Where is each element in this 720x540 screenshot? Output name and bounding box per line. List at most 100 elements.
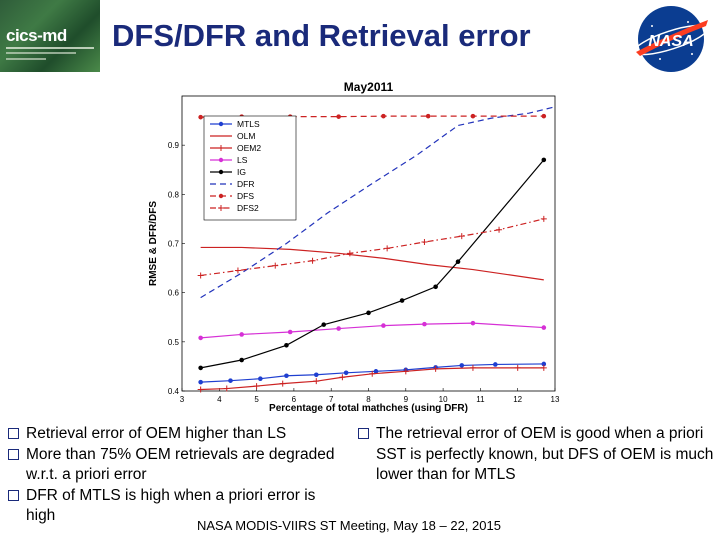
data-point-dfs2 xyxy=(234,267,241,274)
y-tick-label: 0.8 xyxy=(168,190,180,199)
data-point-dfs2 xyxy=(197,272,204,279)
x-tick-label: 13 xyxy=(551,395,560,404)
legend-marker xyxy=(218,205,224,211)
legend-label: OLM xyxy=(237,131,255,141)
chart-title: May2011 xyxy=(344,80,394,94)
data-point-mtls xyxy=(198,379,203,385)
data-point-dfs2 xyxy=(421,239,428,246)
logo-subtext-line xyxy=(6,58,46,60)
data-point-ls xyxy=(239,332,244,337)
y-tick-label: 0.5 xyxy=(168,338,180,347)
bullet-list-right: The retrieval error of OEM is good when … xyxy=(358,424,718,486)
data-point-oem2 xyxy=(197,386,204,393)
legend-label: OEM2 xyxy=(237,143,261,153)
data-point-oem2 xyxy=(279,380,286,387)
legend-marker xyxy=(218,145,224,151)
bullet-right-text: The retrieval error of OEM is good when … xyxy=(376,425,714,483)
legend-label: DFS2 xyxy=(237,203,259,213)
data-point-oem2 xyxy=(369,370,376,377)
x-tick-label: 7 xyxy=(329,395,334,404)
data-point-dfs2 xyxy=(384,245,391,252)
slide-title: DFS/DFR and Retrieval error xyxy=(112,18,531,53)
legend-label: LS xyxy=(237,155,248,165)
data-point-ls xyxy=(541,325,547,330)
data-point-mtls xyxy=(258,376,263,382)
legend-label: MTLS xyxy=(237,119,260,129)
data-point-dfs2 xyxy=(540,215,547,222)
data-point-ig xyxy=(433,284,438,290)
data-point-ig xyxy=(541,157,547,163)
data-point-dfs xyxy=(541,113,547,119)
data-point-ls xyxy=(198,335,203,341)
data-point-ig xyxy=(399,298,405,303)
data-point-ig xyxy=(284,342,289,348)
data-point-oem2 xyxy=(540,364,547,371)
bullet-left-item: More than 75% OEM retrievals are degrade… xyxy=(8,445,348,486)
cics-md-logo-text: cics-md xyxy=(6,26,67,45)
x-tick-label: 12 xyxy=(513,395,522,404)
data-point-oem2 xyxy=(313,378,320,385)
data-point-oem2 xyxy=(469,364,476,371)
data-point-ig xyxy=(198,365,203,371)
checkbox-bullet-icon xyxy=(8,428,19,439)
data-point-oem2 xyxy=(253,383,260,390)
data-point-mtls xyxy=(313,372,319,378)
y-axis-label: RMSE & DFR/DFS xyxy=(148,201,159,286)
y-tick-label: 0.7 xyxy=(168,240,180,249)
x-tick-label: 10 xyxy=(439,395,448,404)
legend-label: DFR xyxy=(237,179,254,189)
logo-subtext-line xyxy=(6,52,76,54)
x-tick-label: 9 xyxy=(404,395,409,404)
series-line-mtls xyxy=(200,363,544,383)
series-line-oem2 xyxy=(200,367,544,391)
nasa-logo: NASA xyxy=(634,6,708,72)
cics-md-logo: cics-md xyxy=(0,0,100,72)
data-point-oem2 xyxy=(432,365,439,372)
data-point-mtls xyxy=(541,361,547,367)
footer-text: NASA MODIS-VIIRS ST Meeting, May 18 – 22… xyxy=(197,518,501,533)
data-point-mtls xyxy=(228,378,233,383)
x-tick-label: 5 xyxy=(254,395,259,404)
data-point-dfs xyxy=(336,114,341,119)
data-point-ls xyxy=(287,329,293,335)
data-point-mtls xyxy=(373,369,379,374)
checkbox-bullet-icon xyxy=(358,428,369,439)
data-point-oem2 xyxy=(514,364,521,371)
data-point-dfs xyxy=(470,113,476,119)
data-point-dfs xyxy=(381,113,386,119)
legend-marker xyxy=(218,157,224,163)
series-line-dfs2 xyxy=(200,218,544,277)
x-tick-label: 8 xyxy=(366,395,371,404)
y-tick-label: 0.9 xyxy=(168,141,180,150)
legend-box xyxy=(203,115,297,221)
legend-marker xyxy=(218,193,224,199)
bullet-left-text: DFR of MTLS is high when a priori error … xyxy=(26,486,316,525)
data-point-oem2 xyxy=(402,368,409,375)
x-tick-label: 6 xyxy=(292,395,297,404)
series-line-dfr xyxy=(200,106,556,299)
legend-label: IG xyxy=(237,167,246,177)
data-point-dfs2 xyxy=(496,226,503,233)
legend-label: DFS xyxy=(237,191,254,201)
chart-area: May2011 3 4 5 6 7 8 9 10 11 12 13 0.4 0.5 0.6 0.7 0.8 0.9… xyxy=(140,78,580,418)
data-point-mtls xyxy=(493,362,498,367)
series-line-olm xyxy=(200,246,544,281)
bullet-list-left: Retrieval error of OEM higher than LS Mor… xyxy=(8,424,348,527)
data-point-oem2 xyxy=(339,374,346,381)
data-point-ls xyxy=(470,320,476,326)
bullet-left-text: More than 75% OEM retrievals are degrade… xyxy=(26,445,335,484)
series-line-ls xyxy=(200,322,544,339)
x-axis-label: Percentage of total mathches (using DFR) xyxy=(269,403,468,414)
bullet-right-item: The retrieval error of OEM is good when … xyxy=(358,424,718,486)
checkbox-bullet-icon xyxy=(8,448,19,460)
data-point-ig xyxy=(239,357,244,363)
data-point-ig xyxy=(455,259,461,264)
data-point-dfs xyxy=(198,114,203,120)
data-point-dfs2 xyxy=(458,233,465,240)
bullet-left-item: Retrieval error of OEM higher than LS xyxy=(8,424,348,445)
legend-marker xyxy=(218,169,224,175)
logo-subtext-line xyxy=(6,47,94,49)
data-point-ls xyxy=(336,326,341,331)
x-tick-label: 3 xyxy=(180,395,185,404)
series-line-dfs xyxy=(200,115,544,118)
